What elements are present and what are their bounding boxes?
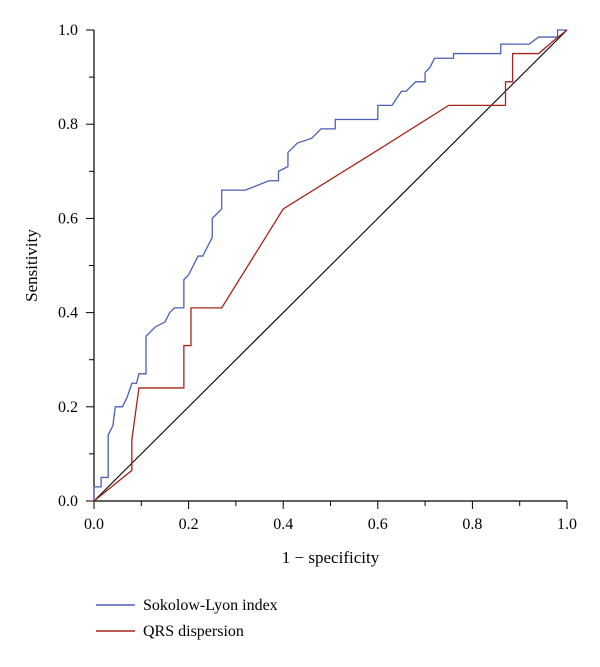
y-tick-label: 0.6 (58, 210, 78, 227)
x-tick-label: 0.4 (273, 516, 293, 533)
x-tick-label: 0.8 (462, 516, 482, 533)
y-tick-label: 0.2 (58, 399, 78, 416)
legend: Sokolow-Lyon index QRS dispersion (96, 597, 278, 640)
y-tick-label: 0.8 (58, 116, 78, 133)
reference-diagonal (93, 29, 568, 502)
legend-entry-label: QRS dispersion (143, 623, 244, 640)
series-line-sokolow-lyon (93, 29, 567, 501)
x-tick-label: 0.0 (84, 516, 104, 533)
y-tick-label: 0.0 (58, 493, 78, 510)
x-tick-label: 1.0 (557, 516, 577, 533)
x-tick-label: 0.6 (368, 516, 388, 533)
y-axis-label: Sensitivity (22, 229, 41, 302)
chance-line (93, 29, 568, 502)
y-tick-label: 1.0 (58, 22, 78, 39)
x-tick-label: 0.2 (179, 516, 199, 533)
series-group (93, 29, 568, 502)
x-axis-label: 1 − specificity (282, 548, 380, 567)
axes: 0.0 0.2 0.4 0.6 0.8 1.0 0.0 0.2 0.4 0.6 0.8 1.0 (58, 22, 577, 533)
series-line-qrs-dispersion (93, 29, 568, 502)
legend-entry-label: Sokolow-Lyon index (143, 597, 278, 614)
y-tick-label: 0.4 (58, 305, 78, 322)
